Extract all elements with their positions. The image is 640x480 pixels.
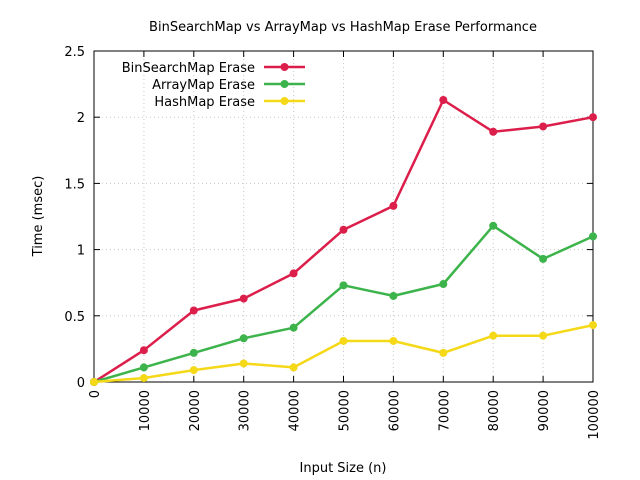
x-tick-label: 60000 <box>387 390 402 431</box>
data-point <box>389 336 398 345</box>
legend-label: ArrayMap Erase <box>152 78 255 93</box>
data-point <box>339 336 348 345</box>
legend-item: ArrayMap Erase <box>152 78 305 93</box>
series-layer <box>90 95 597 386</box>
data-point <box>239 334 248 343</box>
data-point <box>489 127 498 136</box>
data-point <box>239 294 248 303</box>
y-tick-label: 0 <box>77 376 85 391</box>
data-point <box>139 346 148 355</box>
x-tick-label: 50000 <box>338 390 353 431</box>
legend-item: HashMap Erase <box>154 95 305 110</box>
chart-title: BinSearchMap vs ArrayMap vs HashMap Eras… <box>149 20 537 35</box>
legend-label: HashMap Erase <box>154 95 255 110</box>
data-point <box>589 232 597 241</box>
x-tick-label: 10000 <box>138 390 153 431</box>
data-point <box>539 122 548 131</box>
x-tick-label: 40000 <box>288 390 303 431</box>
x-tick-label: 30000 <box>238 390 253 431</box>
series-group <box>90 321 597 386</box>
data-point <box>339 225 348 234</box>
data-point <box>389 291 398 300</box>
data-point <box>139 374 148 383</box>
x-tick-label: 20000 <box>188 390 203 431</box>
data-point <box>189 348 198 357</box>
data-point <box>489 221 498 230</box>
data-point <box>289 323 298 332</box>
y-tick-label: 2.5 <box>64 45 85 60</box>
data-point <box>589 113 597 122</box>
data-point <box>539 331 548 340</box>
x-tick-label: 0 <box>88 390 103 398</box>
legend-swatch-point <box>280 63 289 71</box>
data-point <box>289 269 298 278</box>
y-tick-labels: 0 0.5 1 1.5 2 2.5 <box>64 45 85 391</box>
data-point <box>389 201 398 210</box>
x-tick-label: 70000 <box>437 390 452 431</box>
legend-label: BinSearchMap Erase <box>122 61 255 76</box>
data-point <box>539 254 548 263</box>
y-tick-label: 1.5 <box>64 177 85 192</box>
legend-swatch-point <box>280 97 289 105</box>
legend-item: BinSearchMap Erase <box>122 61 305 76</box>
data-point <box>90 378 98 386</box>
x-tick-label: 100000 <box>587 390 602 440</box>
data-point <box>289 363 298 372</box>
legend: BinSearchMap Erase ArrayMap Erase HashMap … <box>122 61 305 110</box>
x-tick-labels: 0 10000 20000 30000 40000 50000 60000 70000 8000… <box>88 390 602 440</box>
data-point <box>339 281 348 290</box>
y-tick-label: 2 <box>77 111 85 126</box>
data-point <box>139 363 148 372</box>
data-point <box>439 280 448 289</box>
legend-swatch-point <box>280 80 289 88</box>
x-tick-label: 90000 <box>537 390 552 431</box>
axis-ticks <box>93 50 594 383</box>
y-tick-label: 0.5 <box>64 310 85 325</box>
data-point <box>239 359 248 368</box>
data-point <box>489 331 498 340</box>
x-axis-label: Input Size (n) <box>300 461 387 476</box>
y-tick-label: 1 <box>77 244 85 259</box>
x-tick-label: 80000 <box>487 390 502 431</box>
data-point <box>439 95 448 104</box>
data-point <box>439 348 448 357</box>
series-line <box>93 323 594 384</box>
data-point <box>189 306 198 315</box>
y-axis-label: Time (msec) <box>31 176 46 258</box>
data-point <box>589 321 597 330</box>
data-point <box>189 366 198 375</box>
